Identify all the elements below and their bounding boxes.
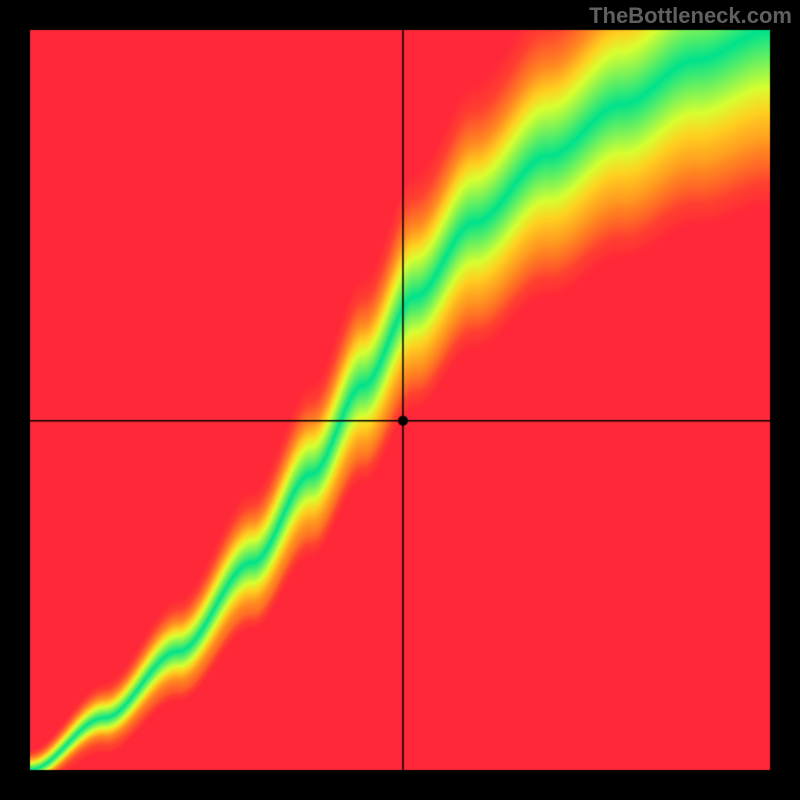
watermark-text: TheBottleneck.com (589, 3, 792, 29)
chart-container: TheBottleneck.com (0, 0, 800, 800)
bottleneck-heatmap (0, 0, 800, 800)
